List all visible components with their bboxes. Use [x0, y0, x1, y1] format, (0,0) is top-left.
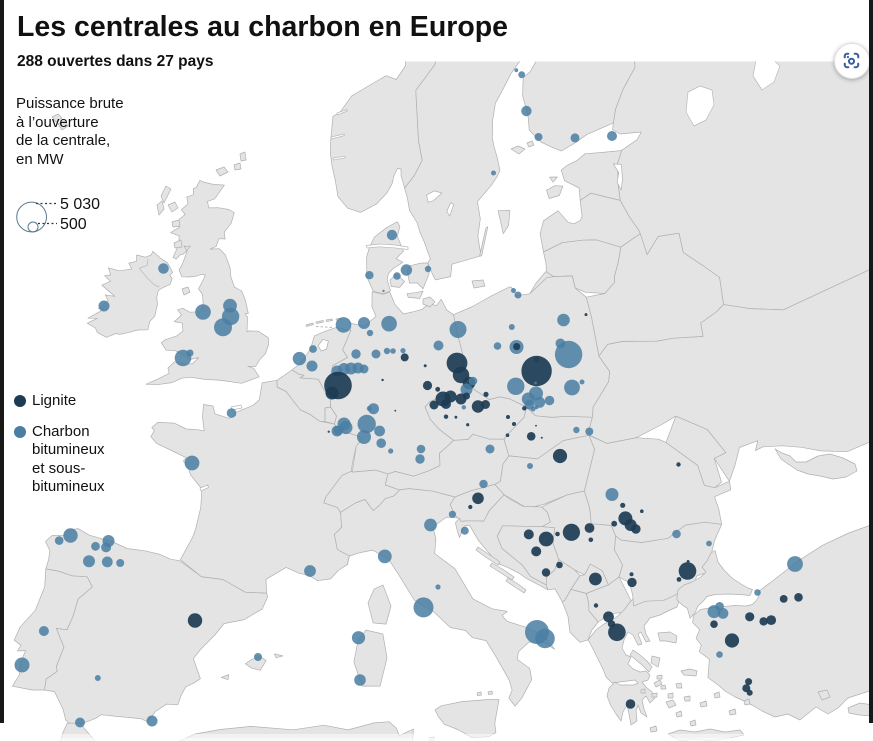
- svg-text:500: 500: [60, 216, 87, 233]
- svg-text:5 030: 5 030: [60, 196, 100, 213]
